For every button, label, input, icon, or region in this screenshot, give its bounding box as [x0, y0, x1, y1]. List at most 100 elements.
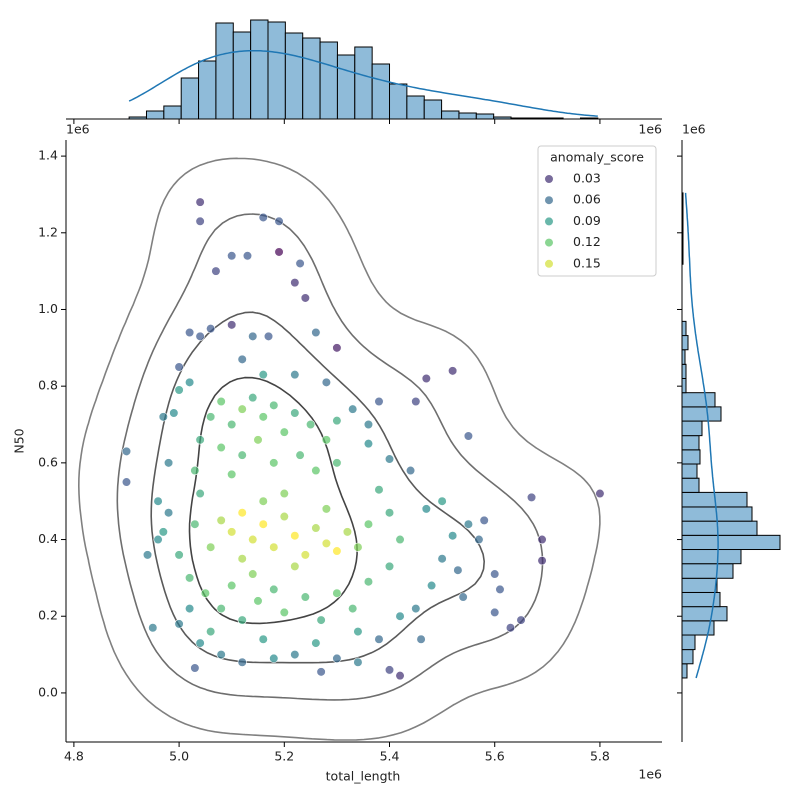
- point: [332, 458, 342, 468]
- y-hist-bar: [681, 249, 684, 265]
- point: [248, 534, 258, 545]
- point: [174, 385, 184, 395]
- point: [185, 327, 195, 338]
- x-hist-bar: [198, 60, 217, 120]
- y-hist-bar: [681, 192, 684, 208]
- point: [316, 667, 326, 677]
- x-hist-bar: [163, 105, 182, 120]
- legend-marker: [544, 216, 554, 226]
- point: [195, 331, 205, 341]
- x-axis-label: total_length: [326, 769, 401, 784]
- point: [248, 331, 258, 341]
- point: [237, 404, 247, 414]
- point: [269, 653, 279, 664]
- y-hist-bar: [681, 435, 700, 451]
- point: [348, 603, 358, 614]
- scatter-points: [121, 197, 605, 681]
- x-hist-bar: [458, 112, 477, 120]
- legend-marker: [544, 174, 554, 184]
- contour-line: [78, 157, 601, 741]
- point: [237, 615, 247, 625]
- point: [321, 377, 331, 387]
- y-hist-bar: [681, 634, 696, 651]
- point: [269, 400, 279, 410]
- legend-label: 0.12: [573, 234, 601, 249]
- y-tick-label: 1.2: [38, 224, 58, 239]
- point: [490, 607, 500, 617]
- y-tick-label: 0.2: [38, 608, 58, 623]
- x-hist-bar: [319, 41, 338, 120]
- y-hist-bar: [681, 406, 722, 422]
- point: [269, 542, 279, 552]
- point: [216, 515, 226, 525]
- point: [374, 485, 384, 495]
- x-tick-label: 5.0: [169, 749, 189, 764]
- legend-marker: [544, 238, 554, 248]
- point: [490, 569, 500, 579]
- point: [495, 584, 505, 594]
- point: [295, 450, 305, 460]
- point: [206, 324, 216, 334]
- x-tick-label: 5.4: [380, 749, 400, 764]
- x-hist-bar: [128, 116, 147, 120]
- point: [237, 657, 247, 667]
- point: [290, 531, 300, 541]
- point: [416, 634, 426, 644]
- x-hist-bar: [145, 110, 165, 120]
- point: [363, 519, 374, 529]
- x-hist-bar: [475, 113, 495, 120]
- point: [374, 634, 384, 644]
- x-offset: 1e6: [638, 767, 662, 782]
- point: [174, 619, 184, 629]
- point: [300, 550, 310, 560]
- point: [332, 588, 342, 598]
- point: [227, 251, 237, 261]
- y-hist-bar: [681, 235, 684, 251]
- point: [395, 534, 405, 545]
- point: [279, 511, 289, 522]
- point: [185, 377, 195, 387]
- y-hist-bar: [681, 335, 689, 351]
- y-axis-label: N50: [12, 428, 27, 453]
- y-hist-bar: [681, 549, 742, 565]
- point: [421, 373, 431, 384]
- x-hist-bar: [441, 110, 460, 120]
- point: [142, 550, 153, 560]
- point: [121, 446, 132, 456]
- point: [311, 523, 321, 533]
- point: [163, 458, 174, 468]
- point: [458, 592, 468, 602]
- y-hist-bar: [681, 649, 694, 665]
- point: [227, 580, 237, 591]
- point: [174, 550, 184, 560]
- point: [279, 607, 289, 617]
- point: [437, 554, 447, 564]
- point: [448, 366, 458, 376]
- point: [316, 615, 326, 625]
- x-hist-bar: [527, 117, 547, 120]
- point: [253, 435, 263, 445]
- legend-label: 0.09: [573, 213, 601, 228]
- point: [216, 396, 226, 407]
- point: [505, 623, 516, 633]
- y-hist-bar: [681, 477, 700, 493]
- point: [395, 611, 405, 621]
- point: [384, 508, 395, 518]
- y-hist-bar: [681, 377, 687, 394]
- point: [311, 327, 321, 338]
- point: [411, 396, 421, 407]
- point: [384, 665, 395, 675]
- point: [163, 508, 174, 518]
- point: [537, 534, 547, 545]
- point: [421, 504, 431, 514]
- point: [195, 488, 205, 499]
- point: [363, 439, 374, 449]
- kde-contours: [78, 157, 601, 741]
- point: [258, 519, 268, 529]
- point: [206, 626, 216, 637]
- y-tick-label: 0.8: [38, 378, 58, 393]
- point: [405, 465, 416, 476]
- point: [295, 258, 305, 269]
- point: [321, 504, 331, 514]
